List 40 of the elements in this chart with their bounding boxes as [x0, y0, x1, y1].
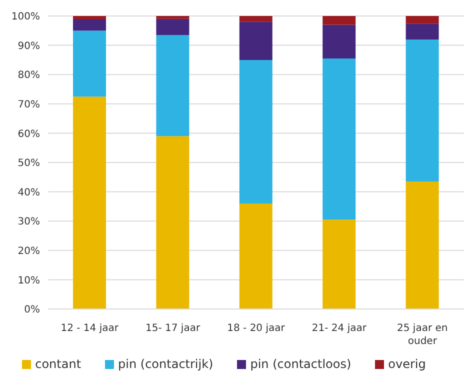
y-tick-label: 60%	[18, 128, 40, 140]
y-tick-label: 40%	[18, 187, 40, 198]
bar	[156, 18, 190, 36]
bar	[239, 16, 272, 22]
bar	[406, 39, 439, 182]
legend-label: overig	[388, 357, 426, 371]
bar	[73, 96, 106, 309]
bar	[322, 16, 356, 25]
y-tick-label: 70%	[18, 99, 40, 110]
bar	[322, 24, 356, 58]
bar	[156, 136, 190, 309]
y-tick-label: 0%	[24, 304, 40, 316]
bar	[322, 58, 356, 220]
x-tick-label: 15- 17 jaar	[146, 323, 201, 334]
bar	[406, 182, 439, 309]
bar	[239, 60, 272, 204]
y-tick-label: 30%	[18, 216, 40, 228]
legend-label: pin (contactrijk)	[118, 357, 214, 371]
y-tick-label: 20%	[18, 246, 40, 257]
bar	[73, 30, 106, 97]
bar	[73, 20, 106, 31]
bar	[156, 16, 190, 19]
x-tick-label: 21- 24 jaar	[312, 323, 368, 334]
y-tick-label: 10%	[18, 275, 40, 286]
bar	[156, 35, 190, 136]
bar	[239, 204, 272, 309]
y-tick-label: 90%	[18, 40, 40, 52]
legend-label: contant	[35, 357, 82, 371]
legend-label: pin (contactloos)	[250, 357, 352, 371]
bar	[239, 22, 272, 60]
x-tick-label: 18 - 20 jaar	[227, 323, 286, 334]
y-tick-label: 100%	[11, 12, 40, 23]
bar	[406, 24, 439, 40]
x-tick-label: 25 jaar en ouder	[397, 323, 448, 347]
y-tick-label: 50%	[18, 158, 40, 170]
bar	[322, 220, 356, 309]
bar	[406, 16, 439, 24]
x-tick-label: 12 - 14 jaar	[60, 323, 120, 334]
y-tick-label: 80%	[18, 70, 40, 82]
bar	[73, 16, 106, 20]
